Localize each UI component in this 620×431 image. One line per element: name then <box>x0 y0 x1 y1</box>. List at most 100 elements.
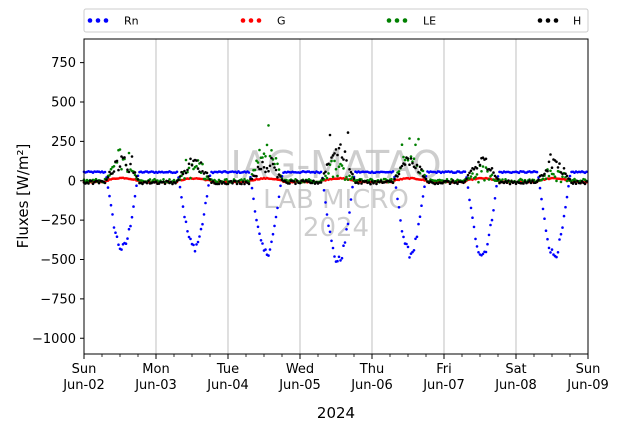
point-H <box>571 182 575 185</box>
point-H <box>103 181 107 185</box>
point-H <box>345 159 348 162</box>
point-Rn <box>199 227 203 231</box>
point-Rn <box>468 198 471 202</box>
gridlines <box>155 39 517 354</box>
point-LE <box>417 137 420 141</box>
point-Rn <box>333 255 336 258</box>
legend-label-Rn: Rn <box>124 15 139 28</box>
point-LE <box>127 151 131 155</box>
point-Rn <box>484 250 488 254</box>
point-H <box>523 180 527 183</box>
point-H <box>372 181 375 185</box>
point-H <box>190 163 194 167</box>
point-Rn <box>567 184 570 188</box>
point-H <box>211 180 215 183</box>
series-Rn <box>82 170 588 263</box>
point-H <box>358 179 362 182</box>
point-H <box>174 181 177 185</box>
point-Rn <box>585 170 588 174</box>
point-H <box>199 161 203 164</box>
point-LE <box>243 177 246 181</box>
point-H <box>469 169 473 173</box>
point-H <box>133 171 137 174</box>
x-tick-date-6: Jun-08 <box>494 378 537 393</box>
point-Rn <box>343 241 347 244</box>
point-H <box>489 168 492 172</box>
point-H <box>129 162 132 166</box>
point-H <box>90 179 93 183</box>
point-H <box>508 182 512 186</box>
point-Rn <box>400 230 404 233</box>
point-H <box>336 153 339 157</box>
point-LE <box>555 179 558 183</box>
point-H <box>141 182 144 186</box>
point-Rn <box>250 186 254 190</box>
point-LE <box>112 165 116 168</box>
point-Rn <box>133 194 137 198</box>
point-Rn <box>349 198 353 201</box>
point-Rn <box>547 246 551 250</box>
point-H <box>262 166 266 169</box>
point-LE <box>324 174 327 178</box>
point-LE <box>255 159 258 163</box>
point-Rn <box>415 235 419 239</box>
point-H <box>279 175 282 178</box>
point-H <box>247 182 251 186</box>
point-H <box>367 181 371 184</box>
point-Rn <box>187 235 191 239</box>
point-Rn <box>270 240 273 244</box>
point-H <box>513 180 516 184</box>
point-Rn <box>129 224 132 228</box>
point-H <box>547 160 551 164</box>
point-Rn <box>267 254 270 257</box>
point-LE <box>561 175 564 178</box>
point-Rn <box>471 216 474 219</box>
point-Rn <box>489 223 492 227</box>
point-Rn <box>544 229 548 232</box>
point-Rn <box>328 230 332 234</box>
point-LE <box>340 164 344 167</box>
point-Rn <box>412 249 416 252</box>
point-Rn <box>108 194 111 198</box>
point-H <box>556 166 560 169</box>
point-H <box>555 160 558 164</box>
point-H <box>271 162 275 166</box>
point-H <box>235 182 239 186</box>
point-Rn <box>114 231 117 234</box>
point-Rn <box>406 245 410 249</box>
point-H <box>346 131 350 134</box>
point-LE <box>475 173 479 176</box>
point-Rn <box>405 242 408 246</box>
point-H <box>255 174 258 178</box>
point-LE <box>402 155 405 159</box>
point-H <box>267 169 270 173</box>
point-H <box>298 181 302 185</box>
point-H <box>342 158 345 161</box>
point-Rn <box>492 209 495 212</box>
watermark-line-2: LAB MICRO <box>263 185 409 215</box>
point-H <box>183 169 186 173</box>
point-H <box>217 182 221 186</box>
legend-frame <box>83 8 589 33</box>
point-Rn <box>112 226 116 229</box>
point-Rn <box>201 222 204 226</box>
point-H <box>391 181 395 185</box>
point-LE <box>277 168 281 171</box>
point-Rn <box>411 250 414 254</box>
point-LE <box>267 124 270 127</box>
point-LE <box>184 158 188 162</box>
watermark: IAG-MATAO LAB MICRO 2024 <box>230 143 441 243</box>
point-Rn <box>556 251 560 254</box>
point-Rn <box>279 184 282 188</box>
legend-marker-H <box>545 18 551 23</box>
point-H <box>478 163 482 167</box>
y-tick-label-1: 500 <box>51 96 76 111</box>
point-H <box>334 148 338 151</box>
point-Rn <box>127 227 131 231</box>
point-Rn <box>261 242 264 245</box>
point-H <box>162 180 165 184</box>
point-Rn <box>541 207 545 211</box>
point-LE <box>549 169 552 173</box>
point-H <box>568 178 572 181</box>
point-Rn <box>204 201 207 205</box>
